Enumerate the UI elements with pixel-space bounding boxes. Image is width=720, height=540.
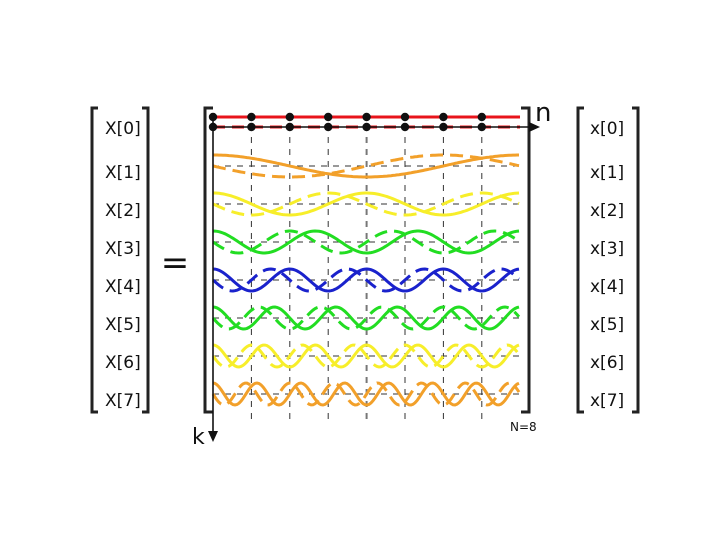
output-entry-4: X[4] [105, 277, 141, 297]
output-labels: X[0] X[1] X[2] X[3] X[4] X[5] X[6] X[7] [105, 119, 141, 411]
input-right-bracket [632, 106, 640, 414]
output-entry-0: X[0] [105, 119, 141, 139]
n-axis: n [213, 98, 551, 132]
row-6-waves [211, 343, 521, 369]
row-0-waves [208, 112, 520, 132]
sample-dot-top-5 [400, 112, 410, 122]
input-entry-3: x[3] [590, 239, 624, 259]
output-entry-1: X[1] [105, 163, 141, 183]
row-5-sine [211, 305, 521, 331]
row-6-cosine [212, 343, 520, 369]
output-vector [90, 106, 150, 414]
input-entry-0: x[0] [590, 119, 624, 139]
row-5-cosine [212, 305, 520, 331]
k-axis-label: k [192, 425, 205, 450]
n-axis-label: n [535, 98, 551, 128]
row-2-cosine [213, 191, 520, 217]
k-axis: k [192, 115, 218, 450]
sample-dot-top-4 [362, 112, 371, 122]
input-entry-6: x[6] [590, 353, 624, 373]
sample-dot-top-2 [285, 112, 294, 122]
equals-sign: = [161, 243, 190, 283]
row-4-sine [211, 267, 520, 293]
row-4-waves [211, 267, 520, 293]
output-entry-7: X[7] [105, 391, 141, 411]
row-7-sine [211, 381, 521, 407]
output-left-bracket [90, 106, 98, 414]
row-7-cosine [212, 381, 520, 407]
row-2-sine [212, 191, 520, 217]
row-4-cosine [212, 267, 520, 293]
output-entry-5: X[5] [105, 315, 141, 335]
input-entry-5: x[5] [590, 315, 624, 335]
k-axis-arrowhead [208, 431, 218, 442]
sample-grid [213, 125, 521, 422]
input-entry-1: x[1] [590, 163, 624, 183]
input-entry-2: x[2] [590, 201, 624, 221]
size-note: N=8 [510, 420, 537, 434]
row-3-sine [212, 229, 520, 255]
row-6-sine [211, 343, 521, 369]
matrix-right-bracket [521, 106, 531, 414]
sample-dot-top-3 [324, 112, 333, 122]
sample-dot-top-1 [247, 112, 256, 122]
output-entry-3: X[3] [105, 239, 141, 259]
row-1-cosine [213, 153, 519, 179]
sample-dot-top-6 [439, 112, 448, 122]
input-labels: x[0] x[1] x[2] x[3] x[4] x[5] x[6] x[7] [590, 119, 624, 411]
n-axis-arrowhead [529, 122, 540, 132]
row-7-waves [211, 381, 521, 407]
output-right-bracket [142, 106, 150, 414]
output-entry-6: X[6] [105, 353, 141, 373]
row-3-cosine [212, 229, 520, 255]
row-1-sine [212, 153, 520, 179]
input-entry-4: x[4] [590, 277, 624, 297]
output-entry-2: X[2] [105, 201, 141, 221]
matrix-brackets [203, 106, 531, 414]
input-entry-7: x[7] [590, 391, 624, 411]
matrix-left-bracket [203, 106, 213, 414]
row-3-waves [212, 229, 520, 255]
sample-dot-top-7 [477, 112, 486, 122]
row-1-waves [212, 153, 520, 179]
input-left-bracket [576, 106, 584, 414]
row-2-waves [212, 191, 520, 217]
basis-waveforms [208, 112, 521, 407]
row-5-waves [211, 305, 521, 331]
input-vector [576, 106, 640, 414]
